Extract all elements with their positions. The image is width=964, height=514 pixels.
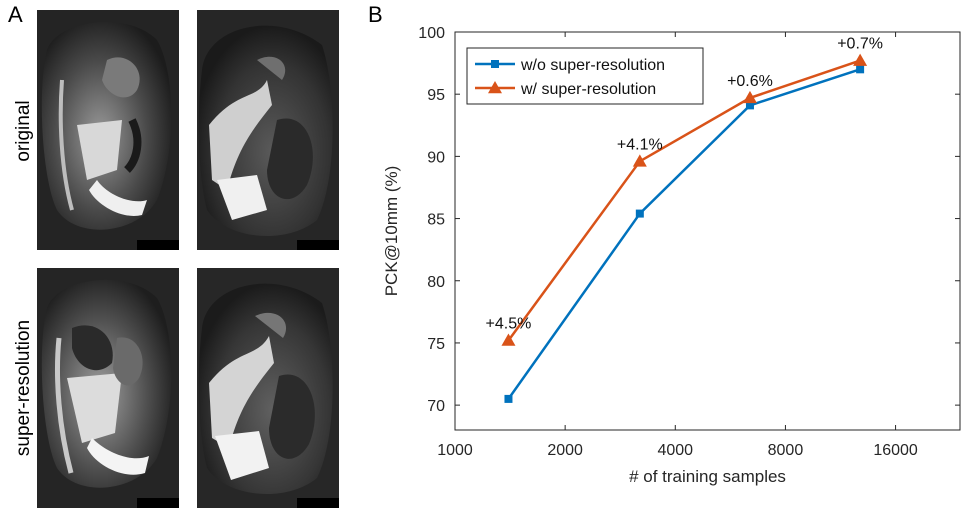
legend-label: w/ super-resolution: [520, 81, 656, 98]
y-axis-label: PCK@10mm (%): [382, 166, 401, 297]
y-tick-label: 70: [427, 398, 445, 415]
data-point-marker: [853, 53, 868, 66]
plot-frame: [454, 31, 961, 431]
x-tick-label: 16000: [873, 442, 918, 459]
y-tick-label: 80: [427, 274, 445, 291]
panel-a-label: A: [8, 2, 23, 27]
data-point-marker: [742, 90, 757, 104]
mri-image-super-resolution-2: [197, 268, 339, 508]
x-tick-label: 2000: [547, 442, 583, 459]
data-point-marker: [501, 333, 516, 346]
y-tick-label: 100: [418, 25, 445, 42]
y-tick-label: 95: [427, 87, 445, 104]
mri-image-original-1: [37, 10, 179, 250]
legend-label: w/o super-resolution: [520, 57, 665, 74]
mri-image-super-resolution-1: [37, 268, 179, 508]
panel-b-label: B: [368, 2, 383, 27]
data-point-marker: [635, 209, 644, 218]
row-label-super-resolution: super-resolution: [13, 319, 34, 457]
mri-image-original-2: [197, 10, 339, 250]
legend-box: [466, 47, 704, 105]
data-point-marker: [856, 65, 865, 74]
y-tick-label: 75: [427, 336, 445, 353]
gain-annotation: +0.6%: [727, 73, 773, 90]
data-point-marker: [504, 394, 513, 403]
row-label-original: original: [13, 100, 34, 162]
gain-annotation: +4.5%: [486, 315, 532, 332]
pck-line-chart: 1000 2000 4000 8000 16000 70 75 80 85 90 95 100 +4.…: [382, 25, 961, 486]
data-point-marker: [632, 154, 647, 167]
x-tick-label: 4000: [657, 442, 693, 459]
gain-annotation: +0.7%: [837, 36, 883, 53]
x-axis-label: # of training samples: [629, 467, 786, 486]
x-tick-label: 8000: [768, 442, 804, 459]
x-tick-label: 1000: [437, 442, 473, 459]
legend-marker: [491, 60, 499, 68]
legend-marker: [488, 81, 502, 94]
data-point-marker: [745, 101, 754, 110]
series-line: [507, 59, 861, 342]
y-tick-label: 90: [427, 149, 445, 166]
gain-annotation: +4.1%: [617, 136, 663, 153]
legend: w/o super-resolution w/ super-resolution: [466, 47, 704, 105]
series-without-super-resolution: [504, 65, 865, 403]
series-line: [507, 68, 861, 400]
series-with-super-resolution: [501, 53, 868, 346]
y-tick-label: 85: [427, 212, 445, 229]
